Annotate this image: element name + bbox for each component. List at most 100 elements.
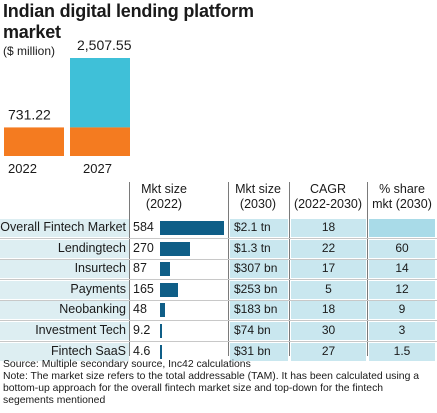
cell-bg (230, 239, 288, 258)
cell-bg (369, 322, 435, 340)
cell-bg (291, 342, 366, 361)
header-share-line1: % share (379, 182, 425, 196)
table-row-bg (0, 219, 129, 237)
year-label: 2022 (8, 161, 37, 176)
column-divider (367, 182, 368, 356)
mkt-2022-bar (160, 303, 166, 318)
mkt-2030-value: $1.3 tn (234, 240, 271, 255)
cell-bg (291, 322, 366, 340)
row-divider (0, 299, 437, 301)
header-mkt-2022-line1: Mkt size (141, 182, 187, 196)
row-divider (0, 258, 437, 260)
cell-bg (291, 301, 366, 320)
mkt-2022-bar (160, 282, 179, 297)
row-divider (0, 341, 437, 342)
row-label: Lendingtech (57, 240, 126, 255)
header-mkt-2030-line2: (2030) (239, 197, 277, 211)
table-row-bg (0, 239, 129, 258)
cagr-value: 30 (321, 323, 336, 337)
cagr-value: 22 (321, 240, 336, 255)
mkt-2022-value: 165 (133, 281, 154, 296)
share-value: 12 (395, 281, 409, 296)
mkt-2030-value: $183 bn (234, 302, 278, 317)
cell-bg (369, 280, 435, 299)
cagr-value: 5 (325, 281, 332, 296)
mkt-2030-value: $2.1 tn (234, 220, 271, 234)
page-title: Indian digital lending platform market (3, 1, 254, 42)
share-value: 9 (398, 302, 406, 317)
cell-bg (369, 219, 435, 237)
bar-value-label: 2,507.55 (77, 37, 132, 53)
header-cagr: CAGR (2022-2030) (290, 182, 366, 212)
mkt-2022-value: 87 (133, 261, 147, 276)
row-label: Investment Tech (35, 323, 126, 337)
mkt-2022-value: 9.2 (133, 323, 151, 337)
cell-bg (230, 219, 288, 237)
cagr-value: 18 (321, 220, 336, 234)
cell-bg (230, 342, 288, 361)
bar-2027-base (70, 127, 130, 156)
row-divider (0, 238, 437, 239)
header-share-line2: mkt (2030) (372, 197, 432, 211)
row-label: Neobanking (59, 302, 126, 317)
header-share: % share mkt (2030) (368, 182, 436, 212)
footer: Source: Multiple secondary source, Inc42… (3, 359, 435, 407)
mkt-2030-value: $74 bn (234, 323, 271, 337)
bar-2022 (4, 127, 64, 156)
cagr-value: 18 (321, 302, 336, 317)
bar-value-label: 731.22 (8, 106, 51, 122)
mkt-2022-value: 584 (133, 220, 154, 234)
cell-bg (291, 239, 366, 258)
source-note: Source: Multiple secondary source, Inc42… (3, 359, 251, 370)
mkt-2022-value: 270 (133, 240, 154, 255)
share-value: 3 (398, 323, 406, 337)
mkt-2022-bar (160, 221, 224, 235)
row-label: Insurtech (74, 261, 126, 276)
cell-bg (369, 301, 435, 320)
unit-note: ($ million) (3, 44, 56, 58)
mkt-2022-value: 48 (133, 302, 147, 317)
table-row-bg (0, 280, 129, 299)
share-value: 1.5 (393, 343, 411, 358)
cell-bg (291, 260, 366, 279)
methodology-note: Note: The market size refers to the tota… (3, 371, 420, 406)
table-row-bg (0, 322, 129, 340)
market-bar-chart: 731.22 2022 2,507.55 2027 (4, 37, 132, 176)
cell-bg (369, 260, 435, 279)
bar-2027-growth (70, 58, 130, 128)
header-mkt-2030-line1: Mkt size (235, 182, 281, 196)
header-mkt-2030: Mkt size (2030) (228, 182, 288, 212)
row-label: Payments (70, 281, 126, 296)
cell-bg (369, 239, 435, 258)
mkt-2030-value: $31 bn (234, 343, 271, 358)
mkt-2030-value: $253 bn (234, 281, 278, 296)
share-value: 60 (395, 240, 409, 255)
table-row-bg (0, 342, 129, 361)
table-row-bg (0, 260, 129, 279)
mkt-2022-bar (160, 344, 162, 359)
cell-bg (291, 219, 366, 237)
header-cagr-line1: CAGR (309, 182, 347, 196)
table-row-bg (0, 301, 129, 320)
row-label: Fintech SaaS (50, 343, 126, 358)
header-cagr-line2: (2022-2030) (293, 197, 363, 211)
mkt-2022-value: 4.6 (133, 343, 151, 358)
cell-bg (230, 260, 288, 279)
mkt-2022-bar (160, 262, 170, 277)
header-mkt-2022: Mkt size (2022) (128, 182, 200, 212)
mkt-2022-bar (160, 241, 190, 256)
column-divider (289, 182, 290, 356)
cell-bg (230, 322, 288, 340)
row-label: Overall Fintech Market (0, 220, 126, 234)
column-divider (129, 182, 130, 356)
column-divider (228, 182, 229, 356)
cell-bg (230, 280, 288, 299)
cagr-value: 17 (321, 261, 336, 276)
cagr-value: 27 (321, 343, 336, 358)
mkt-2030-value: $307 bn (234, 261, 278, 276)
header-mkt-2022-line2: (2022) (145, 197, 183, 211)
mkt-2022-bar (160, 324, 162, 338)
year-label: 2027 (83, 161, 112, 176)
share-value: 14 (395, 261, 409, 276)
cell-bg (230, 301, 288, 320)
